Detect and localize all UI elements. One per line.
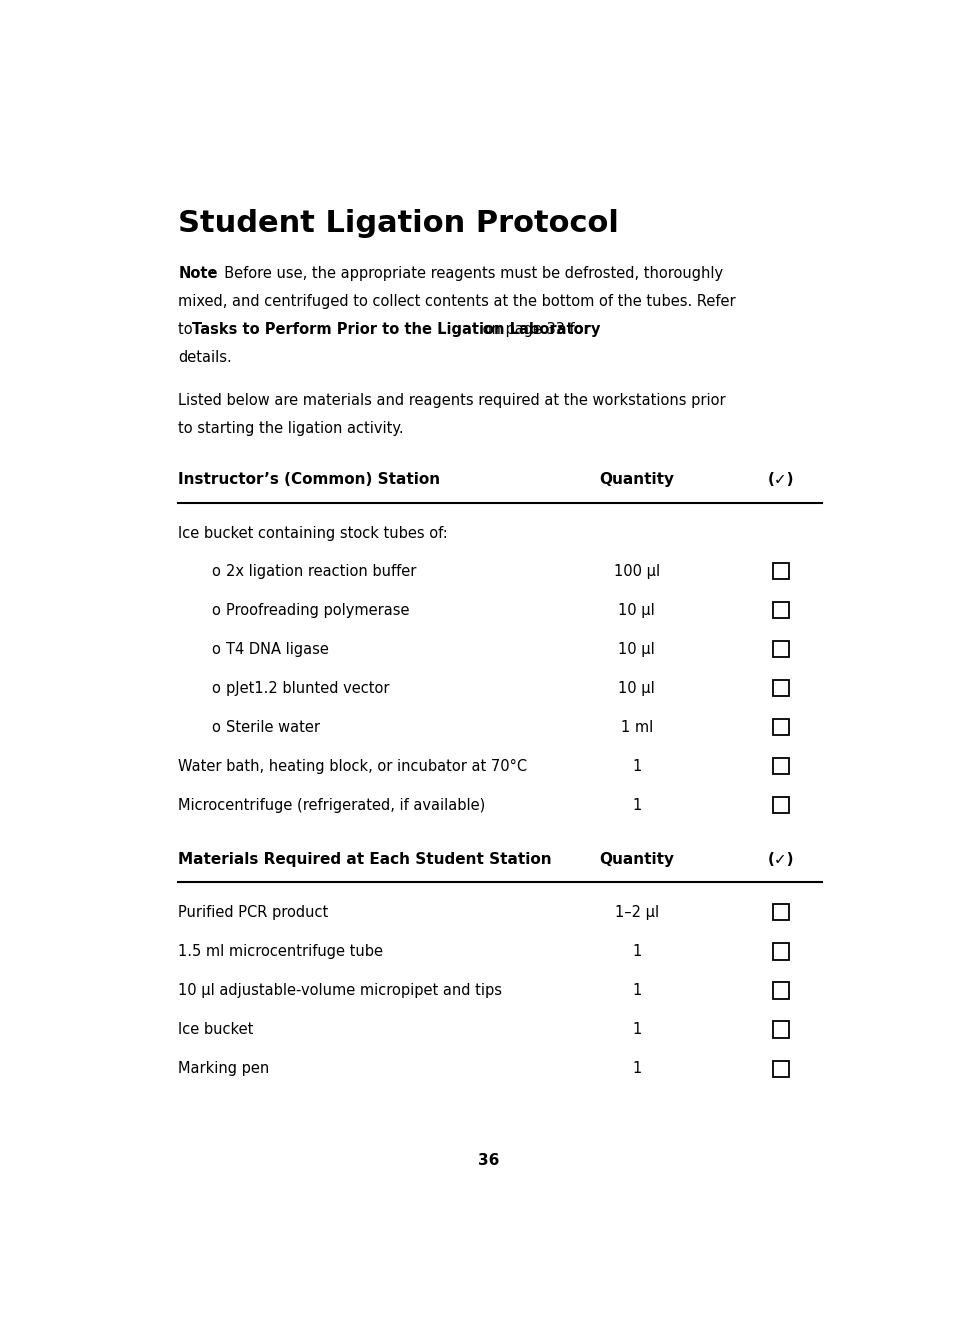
Text: Proofreading polymerase: Proofreading polymerase [226, 603, 410, 617]
FancyBboxPatch shape [772, 601, 788, 619]
Text: :  Before use, the appropriate reagents must be defrosted, thoroughly: : Before use, the appropriate reagents m… [210, 266, 722, 282]
Text: mixed, and centrifuged to collect contents at the bottom of the tubes. Refer: mixed, and centrifuged to collect conten… [178, 294, 736, 309]
Text: 1 ml: 1 ml [620, 720, 652, 735]
FancyBboxPatch shape [772, 798, 788, 814]
Text: 36: 36 [477, 1153, 499, 1168]
Text: (✓): (✓) [767, 851, 794, 867]
Text: to starting the ligation activity.: to starting the ligation activity. [178, 421, 404, 436]
FancyBboxPatch shape [772, 758, 788, 775]
Text: 1: 1 [632, 945, 640, 959]
Text: o: o [212, 603, 220, 617]
Text: Marking pen: Marking pen [178, 1062, 270, 1077]
Text: Quantity: Quantity [598, 472, 674, 488]
Text: Listed below are materials and reagents required at the workstations prior: Listed below are materials and reagents … [178, 393, 725, 407]
Text: 10 µl: 10 µl [618, 641, 655, 657]
Text: 1: 1 [632, 1022, 640, 1037]
FancyBboxPatch shape [772, 562, 788, 578]
Text: 1: 1 [632, 1062, 640, 1077]
Text: 10 µl: 10 µl [618, 681, 655, 696]
Text: Quantity: Quantity [598, 851, 674, 867]
FancyBboxPatch shape [772, 943, 788, 959]
Text: 2x ligation reaction buffer: 2x ligation reaction buffer [226, 564, 416, 578]
Text: to: to [178, 322, 197, 337]
Text: o: o [212, 641, 220, 657]
Text: o: o [212, 720, 220, 735]
Text: pJet1.2 blunted vector: pJet1.2 blunted vector [226, 681, 390, 696]
Text: 100 µl: 100 µl [613, 564, 659, 578]
FancyBboxPatch shape [772, 680, 788, 696]
Text: 10 µl: 10 µl [618, 603, 655, 617]
Text: Ice bucket containing stock tubes of:: Ice bucket containing stock tubes of: [178, 525, 448, 541]
Text: Microcentrifuge (refrigerated, if available): Microcentrifuge (refrigerated, if availa… [178, 798, 485, 814]
Text: 1: 1 [632, 798, 640, 814]
Text: 1.5 ml microcentrifuge tube: 1.5 ml microcentrifuge tube [178, 945, 383, 959]
Text: 10 µl adjustable-volume micropipet and tips: 10 µl adjustable-volume micropipet and t… [178, 983, 502, 998]
Text: Student Ligation Protocol: Student Ligation Protocol [178, 208, 618, 238]
FancyBboxPatch shape [772, 904, 788, 921]
Text: o: o [212, 564, 220, 578]
FancyBboxPatch shape [772, 1022, 788, 1038]
FancyBboxPatch shape [772, 641, 788, 657]
Text: Water bath, heating block, or incubator at 70°C: Water bath, heating block, or incubator … [178, 759, 527, 774]
Text: Materials Required at Each Student Station: Materials Required at Each Student Stati… [178, 851, 552, 867]
Text: on page 33 for: on page 33 for [477, 322, 589, 337]
Text: Purified PCR product: Purified PCR product [178, 904, 328, 921]
FancyBboxPatch shape [772, 719, 788, 735]
Text: Instructor’s (Common) Station: Instructor’s (Common) Station [178, 472, 440, 488]
Text: Sterile water: Sterile water [226, 720, 320, 735]
Text: Note: Note [178, 266, 217, 282]
Text: (✓): (✓) [767, 472, 794, 488]
Text: 1: 1 [632, 759, 640, 774]
FancyBboxPatch shape [772, 982, 788, 998]
Text: details.: details. [178, 350, 232, 365]
Text: o: o [212, 681, 220, 696]
Text: 1: 1 [632, 983, 640, 998]
Text: T4 DNA ligase: T4 DNA ligase [226, 641, 329, 657]
FancyBboxPatch shape [772, 1061, 788, 1077]
Text: Ice bucket: Ice bucket [178, 1022, 253, 1037]
Text: 1–2 µl: 1–2 µl [614, 904, 659, 921]
Text: Tasks to Perform Prior to the Ligation Laboratory: Tasks to Perform Prior to the Ligation L… [192, 322, 599, 337]
